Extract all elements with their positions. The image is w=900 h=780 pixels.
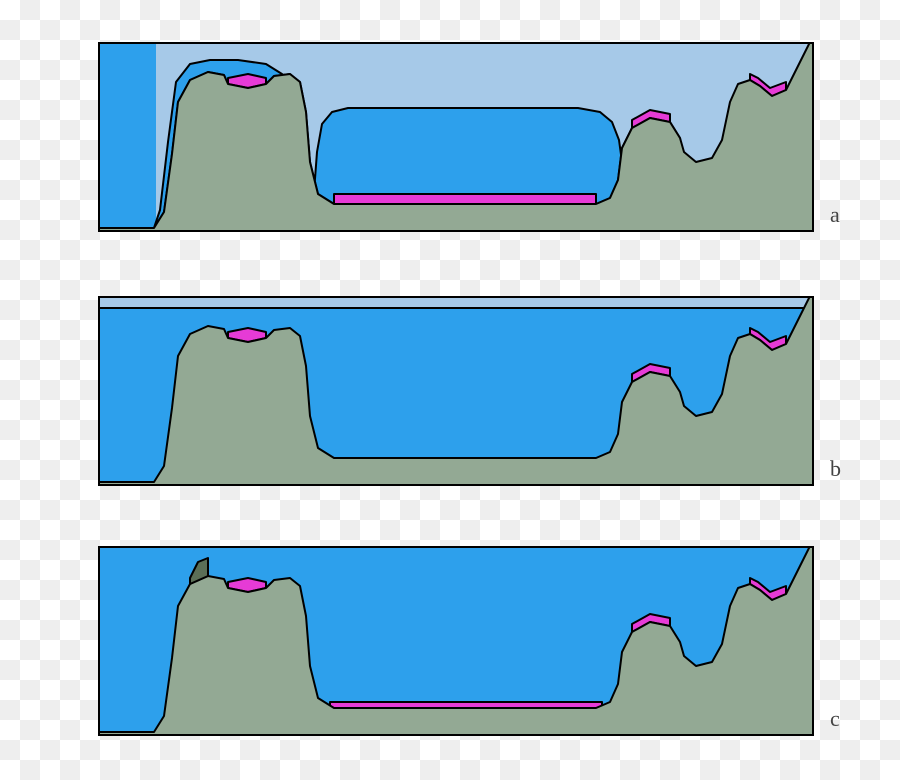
panel-a	[98, 42, 814, 232]
panel-b	[98, 296, 814, 486]
panel-a-svg	[98, 42, 814, 232]
panel-c-label: c	[830, 706, 860, 732]
panel-c-svg	[98, 546, 814, 736]
panel-b-label: b	[830, 456, 860, 482]
panel-a-label: a	[830, 202, 860, 228]
panel-b-svg	[98, 296, 814, 486]
panel-c	[98, 546, 814, 736]
